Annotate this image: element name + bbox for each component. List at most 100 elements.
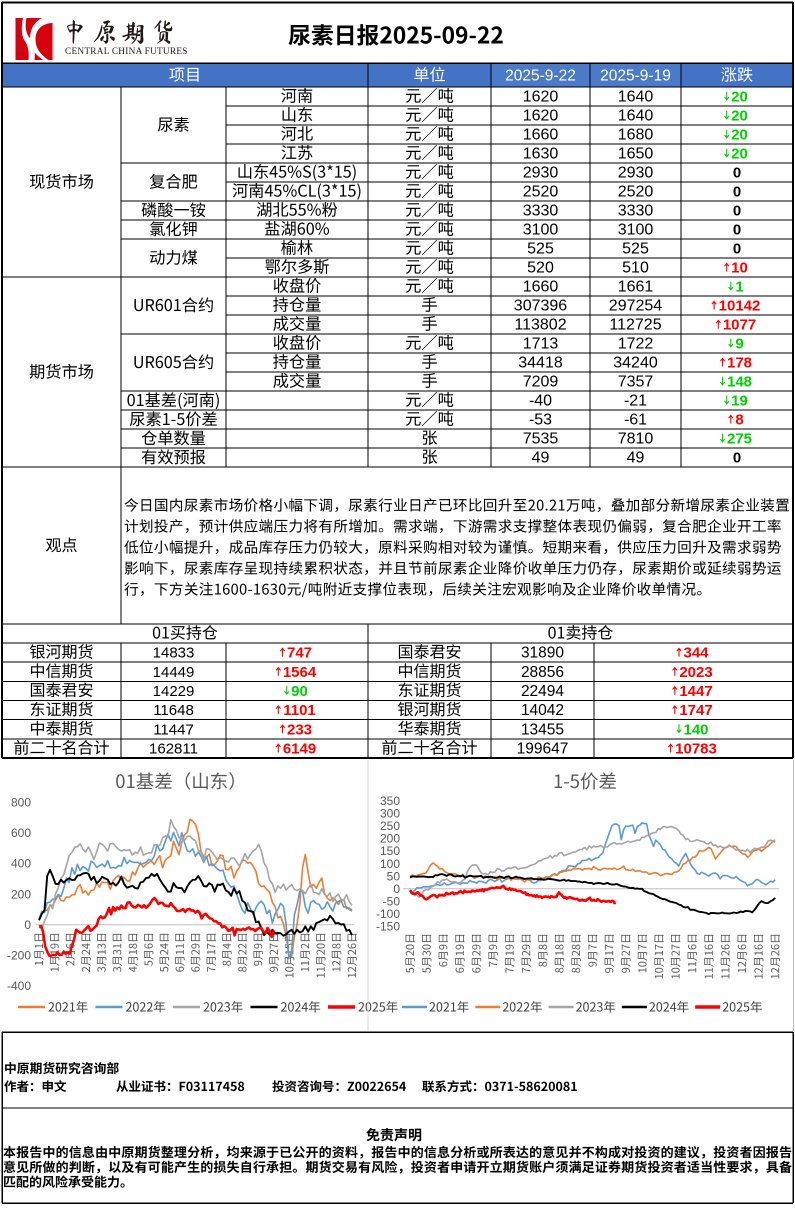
svg-text:1650: 1650 xyxy=(618,146,654,163)
svg-text:90: 90 xyxy=(291,683,308,700)
svg-text:1640: 1640 xyxy=(618,108,654,125)
svg-text:8: 8 xyxy=(735,412,743,429)
svg-text:10142: 10142 xyxy=(719,298,761,315)
svg-text:20: 20 xyxy=(731,127,748,144)
svg-text:525: 525 xyxy=(622,241,649,258)
svg-text:1630: 1630 xyxy=(523,146,559,163)
svg-text:1713: 1713 xyxy=(523,336,559,353)
svg-text:1661: 1661 xyxy=(618,279,654,296)
svg-text:1747: 1747 xyxy=(679,702,712,719)
svg-text:3330: 3330 xyxy=(523,203,559,220)
svg-text:-400: -400 xyxy=(7,979,31,993)
svg-text:0: 0 xyxy=(733,222,741,239)
svg-text:1620: 1620 xyxy=(523,108,559,125)
svg-text:-100: -100 xyxy=(376,907,400,921)
svg-text:250: 250 xyxy=(380,819,400,833)
svg-text:7535: 7535 xyxy=(523,431,559,448)
svg-text:344: 344 xyxy=(683,645,709,662)
svg-text:2930: 2930 xyxy=(523,165,559,182)
svg-text:0: 0 xyxy=(733,450,741,467)
svg-text:34240: 34240 xyxy=(613,355,658,372)
svg-text:2520: 2520 xyxy=(523,184,559,201)
svg-text:-53: -53 xyxy=(529,412,552,429)
svg-text:19: 19 xyxy=(731,393,748,410)
svg-text:199647: 199647 xyxy=(517,741,569,758)
svg-text:300: 300 xyxy=(380,807,400,821)
svg-text:3100: 3100 xyxy=(618,222,654,239)
svg-text:6149: 6149 xyxy=(283,741,316,758)
svg-text:350: 350 xyxy=(380,794,400,808)
svg-text:1660: 1660 xyxy=(523,127,559,144)
svg-text:49: 49 xyxy=(627,450,645,467)
svg-text:140: 140 xyxy=(683,721,708,738)
svg-text:148: 148 xyxy=(727,374,752,391)
svg-text:3100: 3100 xyxy=(523,222,559,239)
svg-text:100: 100 xyxy=(380,857,400,871)
svg-text:22494: 22494 xyxy=(521,683,564,700)
svg-text:CENTRAL CHINA FUTURES: CENTRAL CHINA FUTURES xyxy=(65,47,188,57)
svg-text:297254: 297254 xyxy=(609,298,662,315)
svg-text:1101: 1101 xyxy=(283,702,316,719)
svg-text:-21: -21 xyxy=(624,393,647,410)
svg-text:2023: 2023 xyxy=(679,664,712,681)
svg-text:1564: 1564 xyxy=(283,664,317,681)
svg-text:2520: 2520 xyxy=(618,184,654,201)
svg-text:747: 747 xyxy=(287,645,312,662)
svg-text:600: 600 xyxy=(11,826,31,840)
svg-text:1660: 1660 xyxy=(523,279,559,296)
svg-text:20: 20 xyxy=(731,89,748,106)
svg-text:307396: 307396 xyxy=(514,298,567,315)
svg-text:1: 1 xyxy=(735,279,743,296)
svg-text:113802: 113802 xyxy=(514,317,566,334)
svg-text:34418: 34418 xyxy=(518,355,563,372)
svg-text:49: 49 xyxy=(532,450,550,467)
svg-text:7810: 7810 xyxy=(618,431,654,448)
svg-text:0: 0 xyxy=(733,241,741,258)
svg-text:2025-9-22: 2025-9-22 xyxy=(505,68,576,85)
svg-text:10783: 10783 xyxy=(675,741,717,758)
svg-text:14833: 14833 xyxy=(153,645,195,662)
svg-text:14229: 14229 xyxy=(153,683,195,700)
svg-text:150: 150 xyxy=(380,844,400,858)
svg-text:233: 233 xyxy=(287,721,312,738)
svg-text:0: 0 xyxy=(393,882,400,896)
svg-text:2930: 2930 xyxy=(618,165,654,182)
svg-text:525: 525 xyxy=(527,241,554,258)
svg-text:1680: 1680 xyxy=(618,127,654,144)
svg-text:13455: 13455 xyxy=(521,721,564,738)
svg-text:0: 0 xyxy=(733,165,741,182)
svg-text:28856: 28856 xyxy=(521,664,564,681)
svg-text:520: 520 xyxy=(527,260,554,277)
svg-text:-40: -40 xyxy=(529,393,552,410)
svg-text:200: 200 xyxy=(11,887,31,901)
svg-text:1620: 1620 xyxy=(523,89,559,106)
svg-text:-200: -200 xyxy=(7,948,31,962)
svg-text:9: 9 xyxy=(735,336,743,353)
svg-text:2025-9-19: 2025-9-19 xyxy=(600,68,671,85)
svg-text:-150: -150 xyxy=(376,920,400,934)
svg-text:3330: 3330 xyxy=(618,203,654,220)
svg-text:112725: 112725 xyxy=(609,317,661,334)
svg-text:510: 510 xyxy=(622,260,649,277)
svg-text:200: 200 xyxy=(380,832,400,846)
svg-text:11648: 11648 xyxy=(153,702,194,719)
svg-text:20: 20 xyxy=(731,146,748,163)
svg-text:0: 0 xyxy=(733,203,741,220)
svg-text:275: 275 xyxy=(727,431,752,448)
svg-text:31890: 31890 xyxy=(521,645,564,662)
svg-text:162811: 162811 xyxy=(149,741,198,758)
svg-text:1722: 1722 xyxy=(618,336,654,353)
svg-text:20: 20 xyxy=(731,108,748,125)
svg-text:178: 178 xyxy=(727,355,752,372)
svg-text:11447: 11447 xyxy=(153,721,194,738)
svg-text:800: 800 xyxy=(11,796,31,810)
svg-text:400: 400 xyxy=(11,857,31,871)
svg-text:7209: 7209 xyxy=(523,374,559,391)
svg-text:1447: 1447 xyxy=(679,683,712,700)
svg-text:-61: -61 xyxy=(624,412,647,429)
svg-text:0: 0 xyxy=(24,918,31,932)
svg-text:0: 0 xyxy=(733,184,741,201)
svg-text:10: 10 xyxy=(731,260,748,277)
svg-text:-50: -50 xyxy=(383,894,401,908)
svg-text:14449: 14449 xyxy=(153,664,195,681)
